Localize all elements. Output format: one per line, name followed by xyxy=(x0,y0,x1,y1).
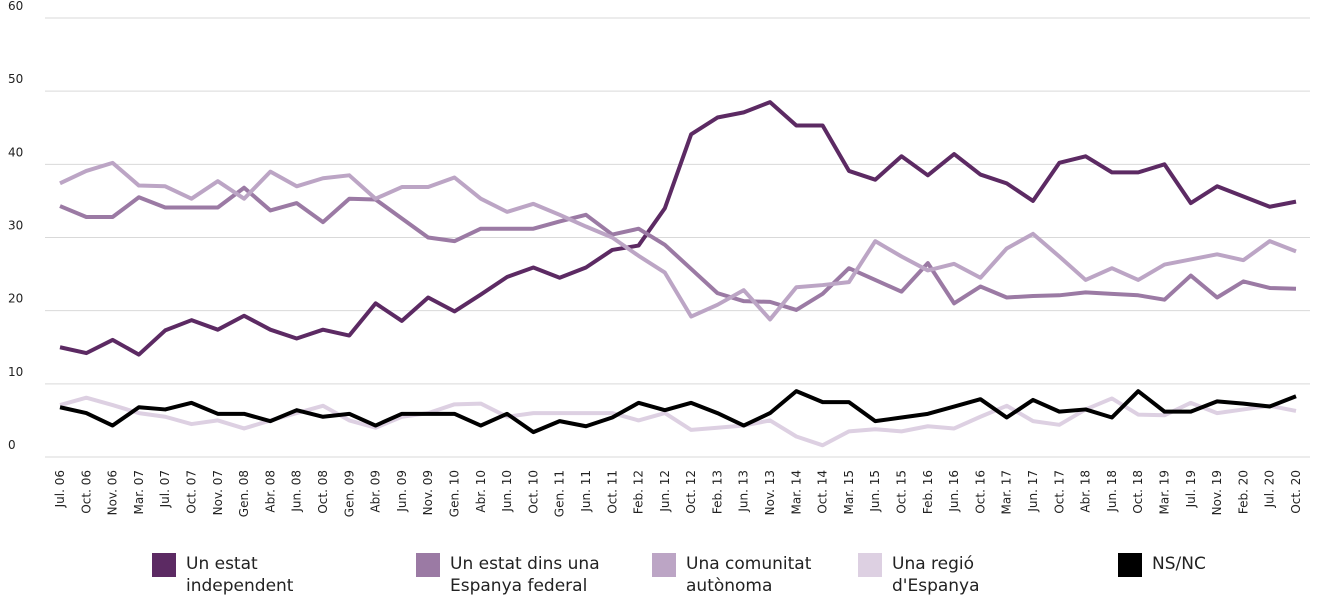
x-tick-label: Abr. 18 xyxy=(1079,470,1093,513)
x-tick-label: Oct. 11 xyxy=(605,470,619,514)
series-line xyxy=(59,100,1297,357)
y-tick-label: 20 xyxy=(8,292,23,306)
x-tick-label: Abr. 08 xyxy=(263,470,277,513)
x-tick-label: Jun. 13 xyxy=(737,470,751,513)
x-tick-label: Oct. 17 xyxy=(1052,470,1066,514)
legend-item: Una regió d'Espanya xyxy=(858,553,1062,597)
legend-label: Una regió d'Espanya xyxy=(892,554,980,596)
x-tick-label: Nov. 06 xyxy=(106,470,120,515)
x-tick-label: Mar. 17 xyxy=(1000,470,1014,514)
x-tick-label: Feb. 16 xyxy=(921,470,935,514)
plot: 0 10 20 30 40 50 60 Jul. 06 Oct. 06 Nov. 06 Mar. 0… xyxy=(8,0,1310,517)
x-tick-label: Oct. 15 xyxy=(895,470,909,514)
x-tick-label: Nov. 13 xyxy=(763,470,777,515)
series-line xyxy=(59,185,1297,312)
x-tick-label: Jun. 17 xyxy=(1026,470,1040,513)
x-tick-label: Jul. 19 xyxy=(1184,470,1198,508)
legend-swatch xyxy=(416,553,440,577)
legend-label: NS/NC xyxy=(1152,554,1206,574)
x-tick-label: Jun. 12 xyxy=(658,470,672,513)
x-tick-label: Oct. 08 xyxy=(316,470,330,514)
x-tick-label: Jun. 09 xyxy=(395,470,409,513)
x-tick-label: Oct. 06 xyxy=(79,470,93,514)
x-tick-label: Mar. 07 xyxy=(132,470,146,514)
series-line xyxy=(59,389,1297,435)
x-tick-label: Mar. 19 xyxy=(1158,470,1172,514)
x-tick-label: Nov. 07 xyxy=(211,470,225,515)
x-tick-label: Abr. 09 xyxy=(369,470,383,513)
y-tick-label: 60 xyxy=(8,0,23,13)
y-tick-label: 50 xyxy=(8,72,23,86)
x-tick-label: Feb. 20 xyxy=(1236,470,1250,514)
x-tick-label: Oct. 20 xyxy=(1289,470,1303,514)
y-tick-label: 30 xyxy=(8,219,23,233)
x-tick-label: Nov. 09 xyxy=(421,470,435,515)
x-tick-label: Gen. 09 xyxy=(342,470,356,517)
x-tick-label: Mar. 14 xyxy=(789,470,803,514)
x-tick-label: Oct. 14 xyxy=(816,470,830,514)
legend-label: Un estat independent xyxy=(186,554,294,596)
x-tick-label: Feb. 13 xyxy=(710,470,724,514)
y-tick-label: 40 xyxy=(8,145,23,159)
x-tick-label: Gen. 11 xyxy=(553,470,567,517)
legend-swatch xyxy=(1118,553,1142,577)
x-tick-label: Jul. 20 xyxy=(1263,470,1277,508)
legend-swatch xyxy=(152,553,176,577)
x-tick-label: Jul. 06 xyxy=(53,470,67,508)
legend-item: Un estat independent xyxy=(152,553,356,597)
x-tick-label: Abr. 10 xyxy=(474,470,488,513)
x-tick-label: Jun. 18 xyxy=(1105,470,1119,513)
legend-item: NS/NC xyxy=(1118,553,1320,577)
x-tick-label: Gen. 08 xyxy=(237,470,251,517)
legend-item: Un estat dins una Espanya federal xyxy=(416,553,620,597)
x-tick-label: Jun. 11 xyxy=(579,470,593,513)
series-line xyxy=(59,160,1297,322)
legend-label: Una comunitat autònoma xyxy=(686,554,812,596)
x-tick-label: Feb. 12 xyxy=(632,470,646,514)
y-tick-label: 10 xyxy=(8,365,23,379)
x-tick-label: Oct. 10 xyxy=(526,470,540,514)
x-tick-label: Oct. 12 xyxy=(684,470,698,514)
x-tick-label: Nov. 19 xyxy=(1210,470,1224,515)
x-tick-label: Oct. 16 xyxy=(973,470,987,514)
y-tick-label: 0 xyxy=(8,438,16,452)
x-tick-label: Jun. 10 xyxy=(500,470,514,513)
x-tick-label: Mar. 15 xyxy=(842,470,856,514)
x-tick-label: Oct. 18 xyxy=(1131,470,1145,514)
x-tick-label: Jul. 07 xyxy=(158,470,172,508)
x-tick-label: Gen. 10 xyxy=(447,470,461,517)
x-tick-label: Oct. 07 xyxy=(184,470,198,514)
legend-label: Un estat dins una Espanya federal xyxy=(450,554,600,596)
x-tick-label: Jun. 08 xyxy=(290,470,304,513)
x-tick-label: Jun. 16 xyxy=(947,470,961,513)
legend-swatch xyxy=(858,553,882,577)
x-tick-label: Jun. 15 xyxy=(868,470,882,513)
legend-swatch xyxy=(652,553,676,577)
legend-item: Una comunitat autònoma xyxy=(652,553,856,597)
